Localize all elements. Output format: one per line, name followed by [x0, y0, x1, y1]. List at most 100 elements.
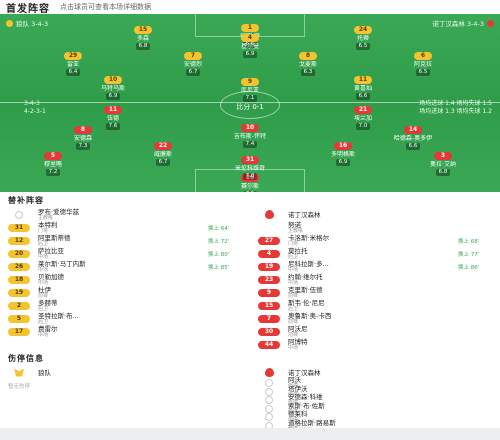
player-name: 库尼亚 — [240, 87, 259, 94]
away-player-5[interactable]: 16 多明格斯 6.9 — [320, 142, 366, 166]
home-sub-1[interactable]: 12 阿里斯蒂德 后卫 换上 72' — [8, 234, 248, 247]
center-circle — [220, 91, 280, 119]
away-player-1[interactable]: 5 穆里略 7.2 — [30, 152, 76, 176]
sub-number-badge: 44 — [258, 340, 280, 349]
away-sub-7[interactable]: 7 奥鲁斯·奥-卡西 前锋 — [258, 312, 498, 325]
away-sub-0[interactable]: 努诺 主教练 — [258, 221, 498, 234]
sub-name: 奥鲁斯·奥-卡西 — [288, 311, 332, 320]
away-sub-9[interactable]: 44 阿博特 中场 — [258, 338, 498, 351]
home-sub-7[interactable]: 5 圣特拉斯·布... 后卫 — [8, 312, 248, 325]
sub-name: 圣特拉斯·布... — [38, 311, 79, 320]
player-rating: 7.2 — [45, 169, 61, 176]
away-team-row: 诺丁汉森林 — [258, 208, 498, 221]
injury-name: 塔伊沃 — [288, 384, 308, 393]
sub-number-badge: 15 — [258, 301, 280, 310]
home-sub-4[interactable]: 18 贝勒加德 中场 — [8, 273, 248, 286]
home-player-8[interactable]: 10 马特乌斯 6.9 — [90, 76, 136, 100]
injury-dot-icon — [258, 413, 280, 422]
player-name: 奥拉·艾纳 — [430, 161, 456, 168]
sub-position: 主教练 — [288, 227, 304, 234]
home-coach[interactable]: 罗布·爱德华兹 主教练 — [8, 208, 248, 221]
sub-position: 中场 — [38, 253, 49, 260]
player-rating: 6.8 — [435, 169, 451, 176]
injury-name: 德莱科 — [288, 410, 308, 419]
home-player-9[interactable]: 9 库尼亚 7.1 — [227, 78, 273, 102]
sub-name: 克里斯·伍德 — [288, 285, 323, 294]
home-sub-6[interactable]: 2 多赫蒂 后卫 — [8, 299, 248, 312]
away-player-4[interactable]: 22 威廉斯 6.7 — [140, 142, 186, 166]
away-sub-8[interactable]: 30 阿沃尼 前锋 — [258, 325, 498, 338]
sub-number-badge: 30 — [258, 327, 280, 336]
forest-badge-icon — [487, 19, 494, 27]
footer-bar — [0, 428, 500, 440]
sub-position: 中场 — [38, 266, 49, 273]
home-subs-list: 罗布·爱德华兹 主教练 31 本特利 门将 换上 64' 12 阿里斯蒂德 后卫 换上 72'… — [8, 208, 248, 338]
home-player-2[interactable]: 4 基尔曼 6.9 — [227, 34, 273, 58]
sub-number-badge: 12 — [8, 236, 30, 245]
player-name: 吉布斯-怀特 — [233, 133, 267, 140]
home-player-7[interactable]: 6 阿克拉 6.5 — [400, 52, 446, 76]
player-name: 哈德森-奥多伊 — [393, 135, 433, 142]
away-sub-2[interactable]: 4 莫拉托 后卫 换上 77' — [258, 247, 498, 260]
away-injury-2[interactable]: 安德森·科维 伤停 — [258, 393, 498, 406]
sub-event: 换上 80' — [208, 251, 230, 258]
player-name: 多森 — [136, 35, 149, 42]
away-sub-4[interactable]: 23 约翰·维尔托 中场 — [258, 273, 498, 286]
away-injury-4[interactable]: 德莱科 伤停 — [258, 410, 498, 423]
player-rating: 6.7 — [155, 159, 171, 166]
player-number-badge: 22 — [154, 142, 172, 150]
away-team-tag: 诺丁汉森林 3-4-3 — [432, 18, 494, 28]
forest-badge-icon — [258, 368, 280, 377]
sub-number-badge: 19 — [258, 262, 280, 271]
away-player-9[interactable]: 11 伍德 7.6 — [90, 106, 136, 130]
injury-dot-icon — [258, 396, 280, 405]
home-sub-5[interactable]: 19 杜伊 前锋 — [8, 286, 248, 299]
away-player-3[interactable]: 3 奥拉·艾纳 6.8 — [420, 152, 466, 176]
injury-dot-icon — [258, 404, 280, 413]
away-sub-5[interactable]: 9 克里斯·伍德 前锋 — [258, 286, 498, 299]
away-player-6[interactable]: 8 安德森 7.3 — [60, 126, 106, 150]
away-injury-0[interactable]: 阿沃 伤停 — [258, 377, 498, 389]
player-number-badge: 9 — [241, 78, 259, 86]
home-player-4[interactable]: 29 雷亚 6.4 — [50, 52, 96, 76]
away-sub-3[interactable]: 19 尼科拉斯·多... 中场 换上 86' — [258, 260, 498, 273]
sub-position: 后卫 — [288, 253, 299, 260]
away-injury-1[interactable]: 塔伊沃 伤停 — [258, 384, 498, 398]
sub-position: 前锋 — [38, 292, 49, 299]
away-sub-1[interactable]: 27 卡洛斯·米格尔 门将 换上 68' — [258, 234, 498, 247]
away-player-8[interactable]: 14 哈德森-奥多伊 6.6 — [390, 126, 436, 150]
away-sub-6[interactable]: 15 斯韦·伦·尼尼 后卫 — [258, 299, 498, 312]
home-injury-note: 暂无伤停 — [8, 383, 31, 390]
away-player-7[interactable]: 10 吉布斯-怀特 7.4 — [227, 124, 273, 148]
home-player-1[interactable]: 15 多森 6.8 — [120, 26, 166, 50]
injury-status: 伤停 — [288, 408, 299, 415]
player-name: 威廉斯 — [153, 151, 172, 158]
home-sub-2[interactable]: 20 萨拉比亚 中场 换上 80' — [8, 247, 248, 260]
injury-dot-icon — [258, 379, 280, 388]
sub-position: 中场 — [288, 266, 299, 273]
home-player-5[interactable]: 7 安德烈 6.7 — [170, 52, 216, 76]
sub-position: 前锋 — [288, 331, 299, 338]
sub-position: 门将 — [38, 227, 49, 234]
home-sub-8[interactable]: 17 费雷尔 中场 — [8, 325, 248, 338]
home-player-6[interactable]: 8 戈麦斯 6.3 — [285, 52, 331, 76]
sub-name: 萨拉比亚 — [38, 246, 64, 255]
sub-name: 阿博特 — [288, 337, 308, 346]
sub-position: 前锋 — [288, 292, 299, 299]
home-sub-0[interactable]: 31 本特利 门将 换上 64' — [8, 221, 248, 234]
sub-number-badge: 2 — [8, 301, 30, 310]
player-rating: 7.4 — [242, 141, 258, 148]
player-rating: 6.4 — [65, 69, 81, 76]
player-rating: 6.9 — [105, 93, 121, 100]
player-name: 穆里略 — [43, 161, 62, 168]
away-injury-3[interactable]: 索斯·布·佐斯 伤停 — [258, 403, 498, 415]
away-player-10[interactable]: 21 埃兰加 7.0 — [340, 106, 386, 130]
away-player-0[interactable]: 26赛尔斯7.5 — [227, 174, 273, 192]
away-player-2[interactable]: 31 米伦科维奇 7.0 — [227, 156, 273, 180]
home-player-3[interactable]: 24 托蒂 6.5 — [340, 26, 386, 50]
home-player-10[interactable]: 11 黄喜灿 6.6 — [340, 76, 386, 100]
player-number-badge: 10 — [241, 124, 259, 132]
home-sub-3[interactable]: 26 莱尔斯·马丁内斯 中场 换上 85' — [8, 260, 248, 273]
coach-avatar-icon — [8, 210, 30, 219]
injury-name: 安德森·科维 — [288, 393, 323, 402]
